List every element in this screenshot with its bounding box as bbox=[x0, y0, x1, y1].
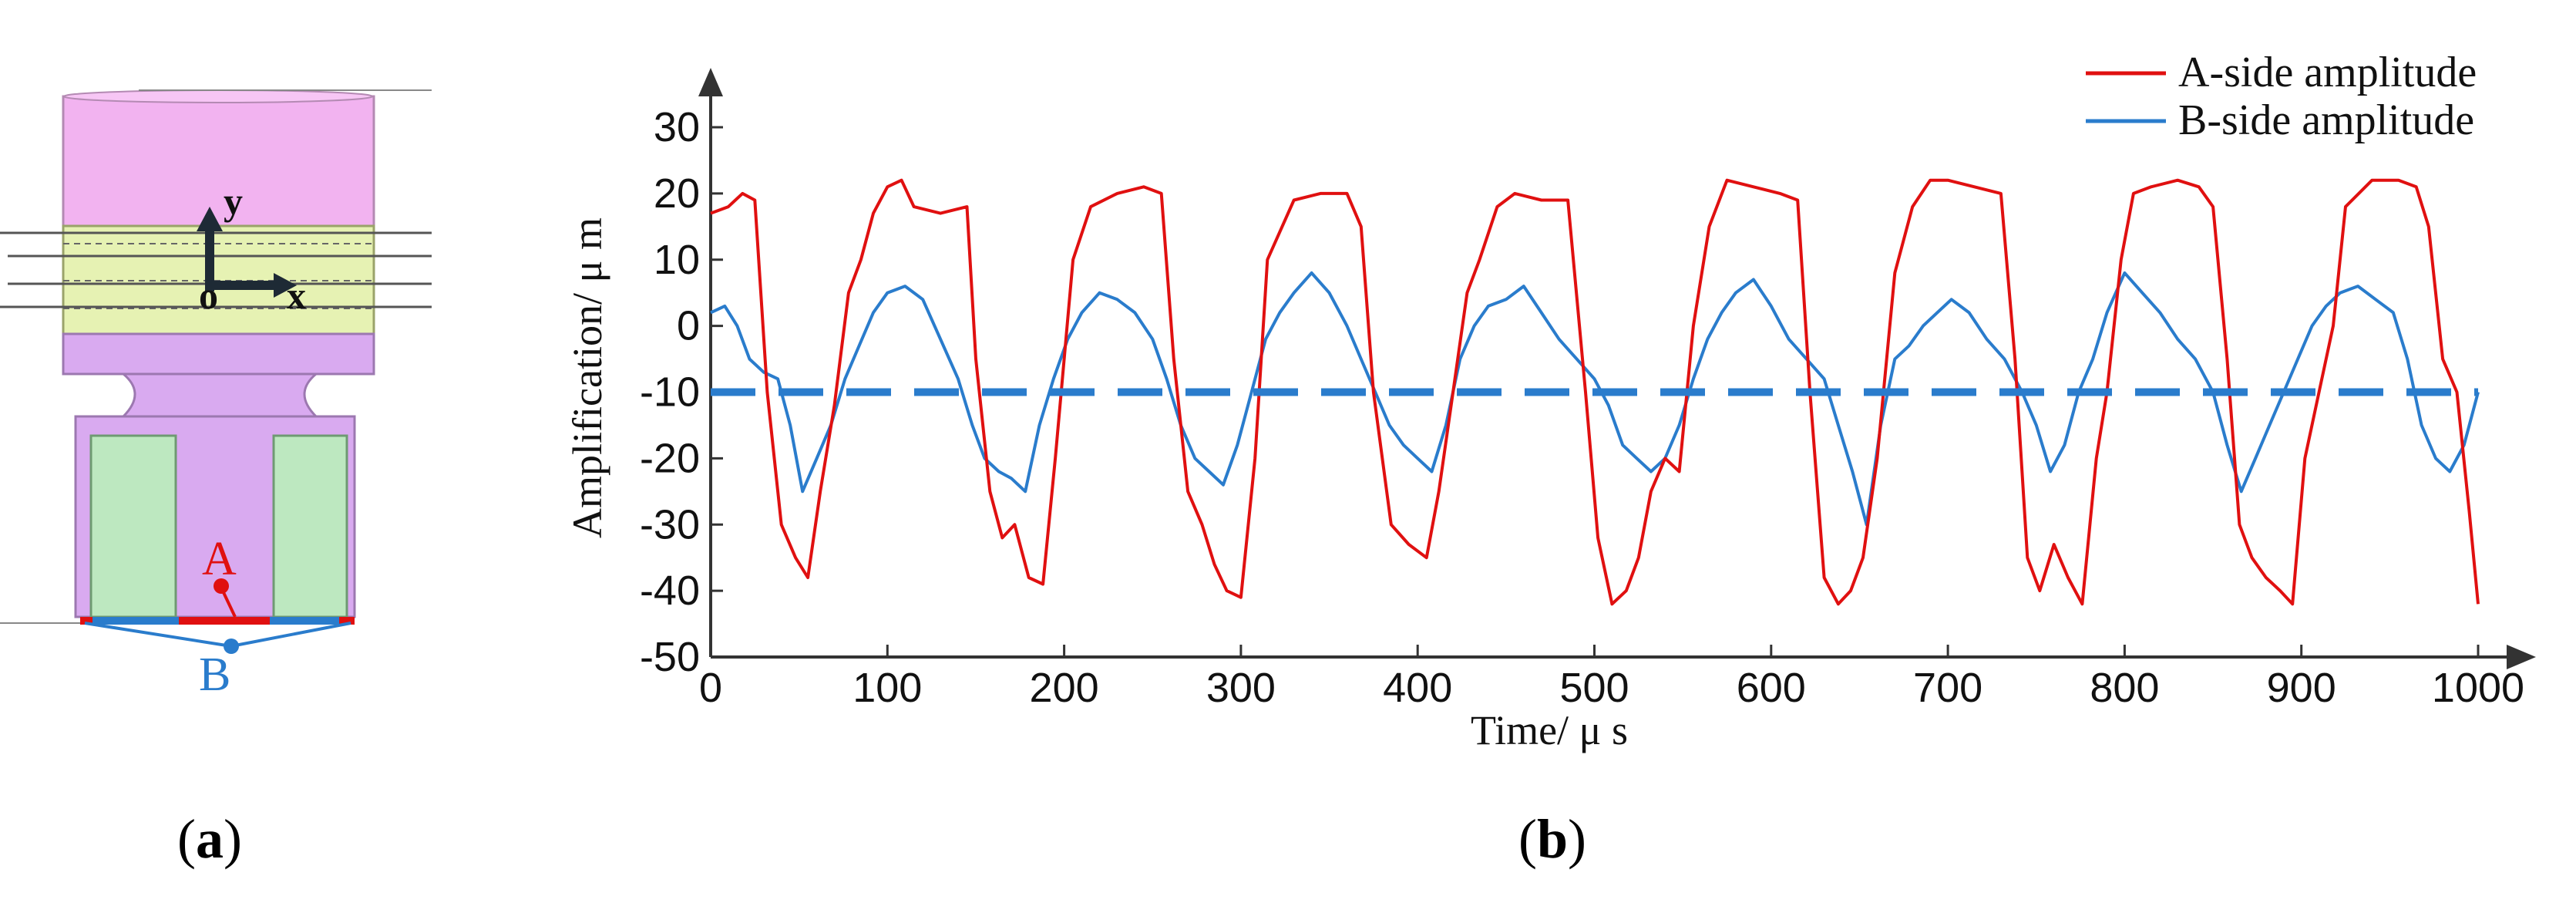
y-tick-label: -50 bbox=[640, 634, 700, 680]
x-tick-label: 0 bbox=[699, 665, 722, 711]
right-leg bbox=[272, 434, 348, 618]
y-tick-label: -30 bbox=[640, 501, 700, 548]
y-tick-label: 20 bbox=[654, 170, 700, 217]
x-tick-label: 900 bbox=[2267, 665, 2336, 711]
pointer-b-left bbox=[84, 622, 232, 648]
caption-b: (b) bbox=[1518, 808, 1586, 870]
x-axis-arrowhead-icon bbox=[274, 273, 297, 298]
x-axis-arrow-icon bbox=[2507, 645, 2536, 669]
series-a-line bbox=[710, 178, 2480, 606]
x-tick-label: 1000 bbox=[2432, 665, 2524, 711]
axis-y-letter: y bbox=[224, 180, 243, 223]
axis-x-letter: x bbox=[287, 274, 306, 317]
x-tick-label: 400 bbox=[1383, 665, 1452, 711]
neck bbox=[119, 372, 320, 418]
left-leg bbox=[89, 434, 177, 618]
mid-body bbox=[62, 332, 375, 376]
caption-a: (a) bbox=[177, 808, 242, 870]
y-tick-label: -10 bbox=[640, 369, 700, 416]
y-tick-label: -40 bbox=[640, 568, 700, 614]
y-axis-arrow-icon bbox=[698, 68, 723, 96]
legend-a-label: A-side amplitude bbox=[2178, 49, 2477, 96]
marker-a bbox=[214, 578, 229, 594]
x-tick-label: 600 bbox=[1737, 665, 1806, 711]
series-layer bbox=[710, 178, 2480, 606]
y-axis-label: Amplification/ μ m bbox=[564, 217, 610, 538]
x-tick-label: 100 bbox=[853, 665, 922, 711]
x-tick-label: 300 bbox=[1206, 665, 1276, 711]
panel-a-drawing: y x o A B (a) bbox=[0, 89, 432, 870]
y-tick-label: 0 bbox=[677, 303, 700, 349]
pointer-b-right bbox=[230, 622, 351, 648]
x-ticks: 0 100 200 300 400 500 600 700 800 900 1000 bbox=[699, 645, 2524, 711]
x-tick-label: 500 bbox=[1559, 665, 1629, 711]
y-tick-label: 10 bbox=[654, 237, 700, 283]
x-tick-label: 200 bbox=[1030, 665, 1099, 711]
y-tick-label: -20 bbox=[640, 435, 700, 481]
marker-b bbox=[224, 639, 239, 654]
series-b-line bbox=[710, 271, 2480, 527]
top-cylinder bbox=[62, 95, 375, 227]
x-tick-label: 800 bbox=[2090, 665, 2159, 711]
y-axis-arrowhead-icon bbox=[197, 207, 223, 231]
label-b: B bbox=[199, 649, 230, 701]
legend-b-label: B-side amplitude bbox=[2178, 96, 2474, 144]
x-axis-label: Time/ μ s bbox=[1471, 707, 1628, 753]
label-a: A bbox=[202, 533, 237, 585]
y-tick-label: 30 bbox=[654, 104, 700, 150]
axis-origin-letter: o bbox=[199, 274, 218, 317]
y-ticks: 30 20 10 0 -10 -20 -30 -40 -50 bbox=[640, 104, 723, 680]
legend: A-side amplitude B-side amplitude bbox=[2086, 49, 2477, 144]
top-cylinder-cap bbox=[63, 89, 373, 103]
x-tick-label: 700 bbox=[1913, 665, 1982, 711]
